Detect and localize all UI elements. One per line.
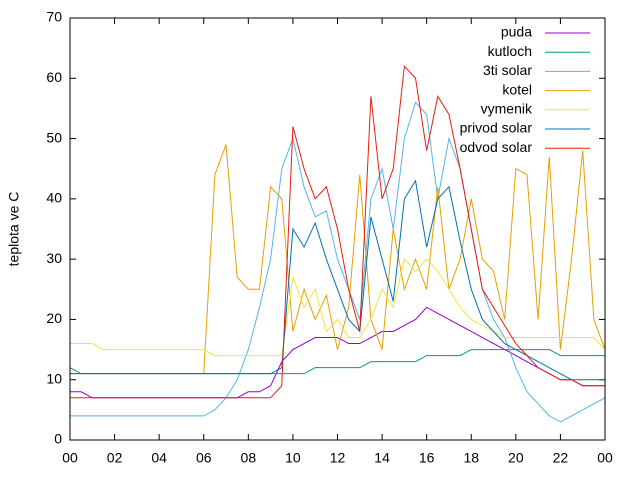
x-tick-label: 14 [374,450,390,466]
series-line [70,258,606,357]
legend-label: kotel [502,81,532,97]
y-tick-label: 40 [46,190,62,206]
x-tick-label: 02 [107,450,123,466]
x-tick-label: 18 [463,450,479,466]
x-tick-label: 04 [151,450,167,466]
y-tick-label: 60 [46,69,62,85]
legend-label: puda [501,24,532,40]
y-tick-label: 30 [46,250,62,266]
x-tick-label: 00 [597,450,613,466]
y-axis-label: teplota ve C [6,192,22,267]
legend-label: kutloch [488,43,532,59]
series-line [70,101,606,423]
legend-label: vymenik [481,101,533,117]
x-tick-label: 22 [553,450,569,466]
x-tick-label: 00 [62,450,78,466]
legend-label: privod solar [460,120,533,136]
legend-label: 3ti solar [483,62,532,78]
series-line [70,65,605,399]
x-tick-label: 10 [285,450,301,466]
x-tick-label: 20 [508,450,524,466]
x-tick-label: 16 [419,450,435,466]
legend-label: odvod solar [460,139,533,155]
y-tick-label: 10 [46,370,62,386]
plot-border [69,17,606,441]
y-tick-label: 70 [46,9,62,25]
series-line [70,179,605,381]
y-tick-label: 0 [54,431,62,447]
x-tick-label: 08 [241,450,257,466]
y-tick-label: 50 [46,129,62,145]
y-tick-label: 20 [46,310,62,326]
x-tick-label: 12 [330,450,346,466]
x-tick-label: 06 [196,450,212,466]
